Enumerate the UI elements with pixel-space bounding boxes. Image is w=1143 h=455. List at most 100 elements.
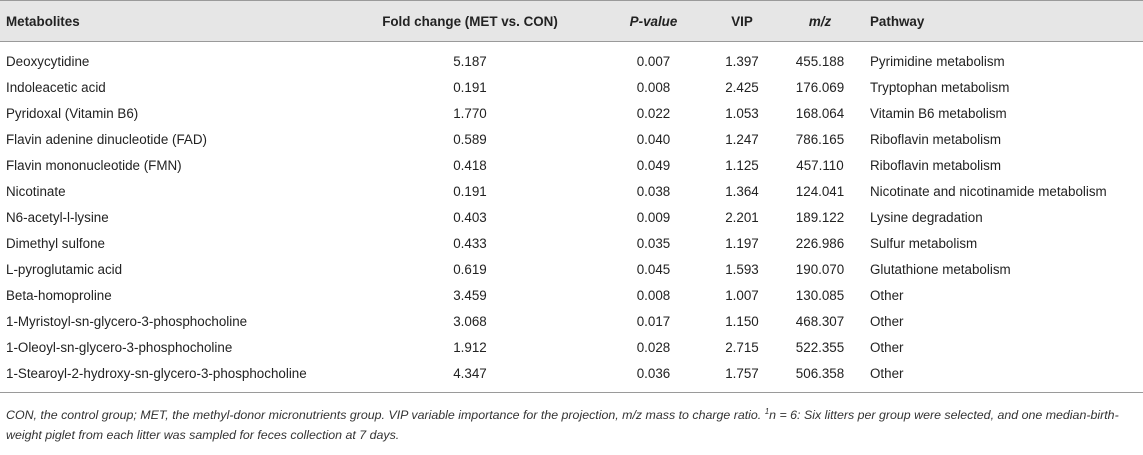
cell-mz: 189.122 (795, 209, 845, 225)
cell-metabolite: Deoxycytidine (6, 53, 90, 69)
cell-vip: 1.364 (725, 183, 759, 199)
cell-metabolite: Beta-homoproline (6, 287, 112, 303)
cell-pathway: Glutathione metabolism (870, 261, 1011, 277)
cell-fold-change: 0.418 (453, 157, 487, 173)
cell-p-value: 0.036 (595, 360, 712, 393)
table-row: 1-Oleoyl-sn-glycero-3-phosphocholine 1.91… (0, 334, 1143, 360)
cell-fold-change: 1.912 (453, 339, 487, 355)
cell-mz: 455.188 (795, 53, 845, 69)
cell-fold-change: 0.403 (453, 209, 487, 225)
cell-fold-change: 0.619 (453, 261, 487, 277)
header-metabolites: Metabolites (0, 0, 345, 42)
cell-metabolite: L-pyroglutamic acid (6, 261, 123, 277)
cell-metabolite: 1-Oleoyl-sn-glycero-3-phosphocholine (6, 339, 233, 355)
cell-p-value: 0.008 (636, 79, 671, 95)
cell-vip: 2.201 (725, 209, 759, 225)
cell-mz: 468.307 (795, 313, 845, 329)
footnote-text-continued: n = 6: Six litters per group were select… (6, 408, 1119, 442)
cell-metabolite: Pyridoxal (Vitamin B6) (6, 105, 139, 121)
cell-p-value: 0.045 (636, 261, 671, 277)
cell-fold-change: 0.191 (453, 183, 487, 199)
cell-vip: 1.593 (725, 261, 759, 277)
cell-pathway: Lysine degradation (870, 209, 983, 225)
cell-pathway: Pyrimidine metabolism (870, 53, 1005, 69)
cell-pathway: Other (870, 287, 904, 303)
table-row: 1-Myristoyl-sn-glycero-3-phosphocholine 3… (0, 308, 1143, 334)
footnote-text: CON, the control group; MET, the methyl-… (6, 408, 765, 422)
cell-metabolite: Nicotinate (6, 183, 66, 199)
cell-p-value: 0.035 (636, 235, 671, 251)
header-fold-change: Fold change (MET vs. CON) (345, 0, 595, 42)
cell-mz: 176.069 (795, 79, 845, 95)
cell-fold-change: 5.187 (453, 53, 487, 69)
cell-p-value: 0.038 (636, 183, 671, 199)
table-row: Deoxycytidine 5.187 0.007 1.397 455.188 Pyrim… (0, 42, 1143, 75)
cell-mz: 168.064 (795, 105, 845, 121)
table-row: Beta-homoproline 3.459 0.008 1.007 130.085 Ot… (0, 282, 1143, 308)
header-row: Metabolites Fold change (MET vs. CON) P-… (0, 0, 1143, 42)
cell-vip: 2.425 (725, 79, 759, 95)
table-row: L-pyroglutamic acid 0.619 0.045 1.593 190.07… (0, 256, 1143, 282)
cell-vip: 1.053 (725, 105, 759, 121)
cell-pathway: Riboflavin metabolism (870, 131, 1001, 147)
table-row: Indoleacetic acid 0.191 0.008 2.425 176.069 T… (0, 74, 1143, 100)
cell-fold-change: 3.459 (453, 287, 487, 303)
table-row: Flavin mononucleotide (FMN) 0.418 0.049 1.1… (0, 152, 1143, 178)
cell-fold-change: 1.770 (453, 105, 487, 121)
cell-p-value: 0.007 (636, 53, 671, 69)
cell-fold-change: 4.347 (345, 360, 595, 393)
cell-vip: 1.247 (725, 131, 759, 147)
cell-vip: 2.715 (725, 339, 759, 355)
table-body: Deoxycytidine 5.187 0.007 1.397 455.188 Pyrim… (0, 42, 1143, 393)
cell-pathway: Tryptophan metabolism (870, 79, 1010, 95)
table-row: Flavin adenine dinucleotide (FAD) 0.589 0.… (0, 126, 1143, 152)
cell-p-value: 0.022 (636, 105, 671, 121)
cell-p-value: 0.028 (636, 339, 671, 355)
cell-vip: 1.397 (725, 53, 759, 69)
cell-metabolite: 1-Stearoyl-2-hydroxy-sn-glycero-3-phosph… (0, 360, 345, 393)
cell-pathway: Sulfur metabolism (870, 235, 978, 251)
header-pathway: Pathway (868, 0, 1143, 42)
cell-pathway: Other (870, 339, 904, 355)
cell-pathway: Vitamin B6 metabolism (870, 105, 1007, 121)
cell-metabolite: N6-acetyl-l-lysine (6, 209, 109, 225)
cell-pathway: Nicotinate and nicotinamide metabolism (870, 183, 1107, 199)
cell-vip: 1.125 (725, 157, 759, 173)
cell-metabolite: Flavin adenine dinucleotide (FAD) (6, 131, 207, 147)
cell-mz: 190.070 (795, 261, 845, 277)
cell-mz: 226.986 (795, 235, 845, 251)
cell-mz: 522.355 (795, 339, 845, 355)
cell-p-value: 0.017 (636, 313, 671, 329)
cell-vip: 1.007 (725, 287, 759, 303)
cell-p-value: 0.009 (636, 209, 671, 225)
cell-mz: 124.041 (795, 183, 845, 199)
table-row: 1-Stearoyl-2-hydroxy-sn-glycero-3-phosph… (0, 360, 1143, 393)
table-row: Nicotinate 0.191 0.038 1.364 124.041 Nicotina… (0, 178, 1143, 204)
cell-metabolite: Dimethyl sulfone (6, 235, 105, 251)
cell-p-value: 0.008 (636, 287, 671, 303)
header-vip: VIP (712, 0, 772, 42)
cell-vip: 1.197 (725, 235, 759, 251)
cell-metabolite: Indoleacetic acid (6, 79, 106, 95)
cell-pathway: Other (868, 360, 1143, 393)
table-header: Metabolites Fold change (MET vs. CON) P-… (0, 0, 1143, 42)
cell-mz: 457.110 (796, 157, 844, 173)
cell-mz: 786.165 (795, 131, 845, 147)
cell-fold-change: 0.589 (453, 131, 487, 147)
cell-p-value: 0.049 (636, 157, 671, 173)
cell-fold-change: 0.191 (453, 79, 487, 95)
cell-mz: 506.358 (772, 360, 868, 393)
cell-vip: 1.757 (712, 360, 772, 393)
table-row: N6-acetyl-l-lysine 0.403 0.009 2.201 189.122… (0, 204, 1143, 230)
cell-pathway: Other (870, 313, 904, 329)
cell-mz: 130.085 (795, 287, 845, 303)
cell-metabolite: Flavin mononucleotide (FMN) (6, 157, 182, 173)
cell-metabolite: 1-Myristoyl-sn-glycero-3-phosphocholine (6, 313, 248, 329)
footnote-superscript: 1 (764, 406, 770, 416)
cell-fold-change: 0.433 (453, 235, 487, 251)
table-row: Dimethyl sulfone 0.433 0.035 1.197 226.986 Su… (0, 230, 1143, 256)
header-p-value: P-value (595, 0, 712, 42)
cell-vip: 1.150 (725, 313, 759, 329)
metabolites-table: Metabolites Fold change (MET vs. CON) P-… (0, 0, 1143, 393)
